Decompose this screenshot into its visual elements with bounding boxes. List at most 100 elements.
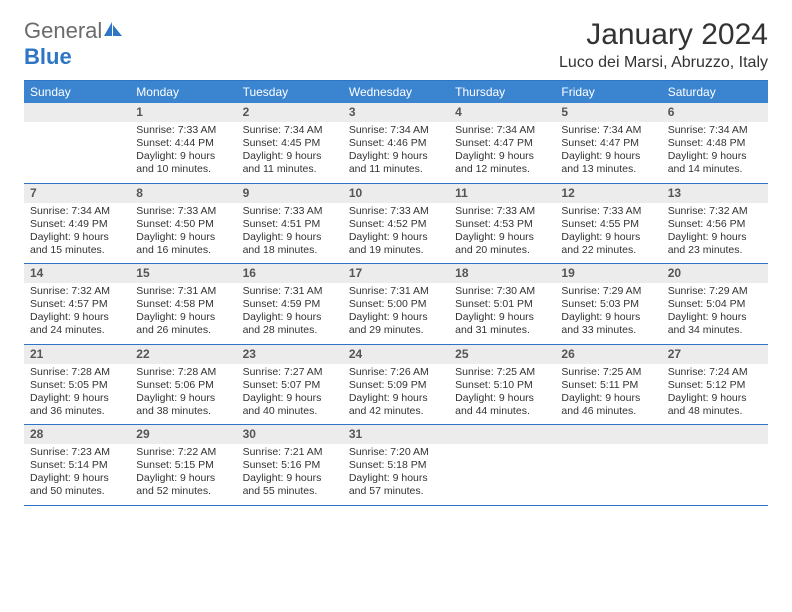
daylight-text: Daylight: 9 hours and 57 minutes.: [349, 472, 443, 498]
day-cell: 20Sunrise: 7:29 AMSunset: 5:04 PMDayligh…: [662, 264, 768, 344]
day-number: 20: [662, 264, 768, 283]
weekday-header: Thursday: [449, 81, 555, 103]
day-cell: 3Sunrise: 7:34 AMSunset: 4:46 PMDaylight…: [343, 103, 449, 183]
weekday-header: Monday: [130, 81, 236, 103]
sunrise-text: Sunrise: 7:29 AM: [668, 285, 762, 298]
day-cell: 7Sunrise: 7:34 AMSunset: 4:49 PMDaylight…: [24, 184, 130, 264]
sunset-text: Sunset: 5:01 PM: [455, 298, 549, 311]
day-content: Sunrise: 7:29 AMSunset: 5:04 PMDaylight:…: [662, 283, 768, 344]
day-number: 6: [662, 103, 768, 122]
sunrise-text: Sunrise: 7:32 AM: [30, 285, 124, 298]
daylight-text: Daylight: 9 hours and 26 minutes.: [136, 311, 230, 337]
day-content: Sunrise: 7:21 AMSunset: 5:16 PMDaylight:…: [237, 444, 343, 505]
week-row: 1Sunrise: 7:33 AMSunset: 4:44 PMDaylight…: [24, 103, 768, 184]
sunrise-text: Sunrise: 7:24 AM: [668, 366, 762, 379]
logo: GeneralBlue: [24, 18, 124, 70]
day-content: Sunrise: 7:34 AMSunset: 4:47 PMDaylight:…: [449, 122, 555, 183]
day-content: Sunrise: 7:24 AMSunset: 5:12 PMDaylight:…: [662, 364, 768, 425]
daylight-text: Daylight: 9 hours and 24 minutes.: [30, 311, 124, 337]
day-number: 19: [555, 264, 661, 283]
day-cell: 24Sunrise: 7:26 AMSunset: 5:09 PMDayligh…: [343, 345, 449, 425]
daylight-text: Daylight: 9 hours and 11 minutes.: [349, 150, 443, 176]
sunset-text: Sunset: 4:48 PM: [668, 137, 762, 150]
day-number: 15: [130, 264, 236, 283]
sunrise-text: Sunrise: 7:34 AM: [30, 205, 124, 218]
sunrise-text: Sunrise: 7:33 AM: [243, 205, 337, 218]
daylight-text: Daylight: 9 hours and 28 minutes.: [243, 311, 337, 337]
day-content: Sunrise: 7:31 AMSunset: 5:00 PMDaylight:…: [343, 283, 449, 344]
day-number: 7: [24, 184, 130, 203]
sunset-text: Sunset: 5:12 PM: [668, 379, 762, 392]
daylight-text: Daylight: 9 hours and 33 minutes.: [561, 311, 655, 337]
day-content: Sunrise: 7:33 AMSunset: 4:44 PMDaylight:…: [130, 122, 236, 183]
sunrise-text: Sunrise: 7:33 AM: [136, 205, 230, 218]
daylight-text: Daylight: 9 hours and 52 minutes.: [136, 472, 230, 498]
week-row: 7Sunrise: 7:34 AMSunset: 4:49 PMDaylight…: [24, 184, 768, 265]
sunset-text: Sunset: 4:47 PM: [561, 137, 655, 150]
day-cell: 2Sunrise: 7:34 AMSunset: 4:45 PMDaylight…: [237, 103, 343, 183]
day-cell: 1Sunrise: 7:33 AMSunset: 4:44 PMDaylight…: [130, 103, 236, 183]
day-content: Sunrise: 7:31 AMSunset: 4:59 PMDaylight:…: [237, 283, 343, 344]
daylight-text: Daylight: 9 hours and 31 minutes.: [455, 311, 549, 337]
day-cell: [662, 425, 768, 505]
month-title: January 2024: [559, 18, 768, 52]
sunset-text: Sunset: 4:45 PM: [243, 137, 337, 150]
day-content: Sunrise: 7:28 AMSunset: 5:05 PMDaylight:…: [24, 364, 130, 425]
day-number: 24: [343, 345, 449, 364]
logo-text-gray: General: [24, 18, 102, 43]
sunset-text: Sunset: 4:47 PM: [455, 137, 549, 150]
logo-sail-icon: [102, 18, 124, 44]
week-row: 21Sunrise: 7:28 AMSunset: 5:05 PMDayligh…: [24, 345, 768, 426]
weekday-header: Friday: [555, 81, 661, 103]
daylight-text: Daylight: 9 hours and 40 minutes.: [243, 392, 337, 418]
location-subtitle: Luco dei Marsi, Abruzzo, Italy: [559, 54, 768, 72]
daylight-text: Daylight: 9 hours and 15 minutes.: [30, 231, 124, 257]
day-content: Sunrise: 7:28 AMSunset: 5:06 PMDaylight:…: [130, 364, 236, 425]
day-content: Sunrise: 7:33 AMSunset: 4:53 PMDaylight:…: [449, 203, 555, 264]
weekday-header-row: Sunday Monday Tuesday Wednesday Thursday…: [24, 81, 768, 103]
sunrise-text: Sunrise: 7:33 AM: [136, 124, 230, 137]
weekday-header: Sunday: [24, 81, 130, 103]
sunset-text: Sunset: 4:50 PM: [136, 218, 230, 231]
day-cell: 4Sunrise: 7:34 AMSunset: 4:47 PMDaylight…: [449, 103, 555, 183]
sunset-text: Sunset: 5:14 PM: [30, 459, 124, 472]
day-content: Sunrise: 7:33 AMSunset: 4:52 PMDaylight:…: [343, 203, 449, 264]
sunset-text: Sunset: 4:59 PM: [243, 298, 337, 311]
day-content: Sunrise: 7:20 AMSunset: 5:18 PMDaylight:…: [343, 444, 449, 505]
page-header: GeneralBlue January 2024 Luco dei Marsi,…: [24, 18, 768, 72]
logo-text-blue: Blue: [24, 44, 72, 69]
title-block: January 2024 Luco dei Marsi, Abruzzo, It…: [559, 18, 768, 72]
daylight-text: Daylight: 9 hours and 29 minutes.: [349, 311, 443, 337]
day-cell: 23Sunrise: 7:27 AMSunset: 5:07 PMDayligh…: [237, 345, 343, 425]
day-number: 25: [449, 345, 555, 364]
day-content: Sunrise: 7:32 AMSunset: 4:57 PMDaylight:…: [24, 283, 130, 344]
sunrise-text: Sunrise: 7:23 AM: [30, 446, 124, 459]
day-number: 5: [555, 103, 661, 122]
week-row: 14Sunrise: 7:32 AMSunset: 4:57 PMDayligh…: [24, 264, 768, 345]
day-cell: 11Sunrise: 7:33 AMSunset: 4:53 PMDayligh…: [449, 184, 555, 264]
sunrise-text: Sunrise: 7:31 AM: [136, 285, 230, 298]
sunset-text: Sunset: 5:00 PM: [349, 298, 443, 311]
day-cell: 13Sunrise: 7:32 AMSunset: 4:56 PMDayligh…: [662, 184, 768, 264]
day-cell: 15Sunrise: 7:31 AMSunset: 4:58 PMDayligh…: [130, 264, 236, 344]
sunset-text: Sunset: 5:09 PM: [349, 379, 443, 392]
day-number: [24, 103, 130, 122]
daylight-text: Daylight: 9 hours and 14 minutes.: [668, 150, 762, 176]
daylight-text: Daylight: 9 hours and 55 minutes.: [243, 472, 337, 498]
day-content: Sunrise: 7:25 AMSunset: 5:11 PMDaylight:…: [555, 364, 661, 425]
daylight-text: Daylight: 9 hours and 23 minutes.: [668, 231, 762, 257]
day-cell: 16Sunrise: 7:31 AMSunset: 4:59 PMDayligh…: [237, 264, 343, 344]
sunrise-text: Sunrise: 7:34 AM: [668, 124, 762, 137]
sunset-text: Sunset: 4:55 PM: [561, 218, 655, 231]
day-cell: 30Sunrise: 7:21 AMSunset: 5:16 PMDayligh…: [237, 425, 343, 505]
sunrise-text: Sunrise: 7:31 AM: [243, 285, 337, 298]
day-number: 31: [343, 425, 449, 444]
day-number: 12: [555, 184, 661, 203]
day-cell: 5Sunrise: 7:34 AMSunset: 4:47 PMDaylight…: [555, 103, 661, 183]
daylight-text: Daylight: 9 hours and 10 minutes.: [136, 150, 230, 176]
sunset-text: Sunset: 5:06 PM: [136, 379, 230, 392]
day-cell: 8Sunrise: 7:33 AMSunset: 4:50 PMDaylight…: [130, 184, 236, 264]
daylight-text: Daylight: 9 hours and 20 minutes.: [455, 231, 549, 257]
daylight-text: Daylight: 9 hours and 22 minutes.: [561, 231, 655, 257]
day-number: 4: [449, 103, 555, 122]
